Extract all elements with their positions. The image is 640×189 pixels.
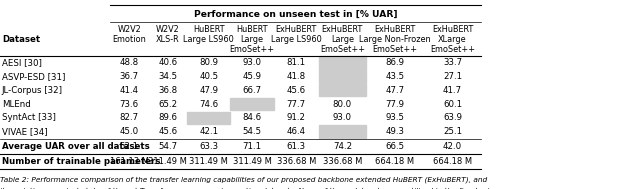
- Text: JL-Corpus [32]: JL-Corpus [32]: [2, 86, 63, 95]
- Text: 93.7: 93.7: [198, 113, 220, 122]
- Text: 54.7: 54.7: [158, 142, 177, 151]
- Text: MLEnd: MLEnd: [2, 100, 31, 108]
- Text: Large: Large: [241, 35, 264, 44]
- Text: 25.1: 25.1: [443, 127, 462, 136]
- Text: 311.49 M: 311.49 M: [148, 157, 187, 166]
- Text: W2V2: W2V2: [117, 25, 141, 34]
- Text: 42.1: 42.1: [199, 127, 218, 136]
- Text: EmoSet++: EmoSet++: [430, 45, 475, 54]
- Text: 84.6: 84.6: [243, 113, 262, 122]
- Text: 71.1: 71.1: [243, 142, 262, 151]
- Text: 46.4: 46.4: [287, 127, 306, 136]
- Text: 336.68 M: 336.68 M: [276, 157, 316, 166]
- Text: 34.5: 34.5: [158, 72, 177, 81]
- Text: Table 2: Performance comparison of the transfer learning capabilities of our pro: Table 2: Performance comparison of the t…: [0, 176, 487, 183]
- Text: 49.3: 49.3: [385, 127, 404, 136]
- Text: 93.0: 93.0: [243, 58, 262, 67]
- Text: 27.1: 27.1: [443, 72, 462, 81]
- Text: 41.4: 41.4: [120, 86, 139, 95]
- Text: 45.9: 45.9: [243, 72, 262, 81]
- Text: 66.7: 66.7: [243, 86, 262, 95]
- Text: VIVAE [34]: VIVAE [34]: [2, 127, 47, 136]
- Text: 91.2: 91.2: [287, 113, 306, 122]
- Text: 58.2: 58.2: [332, 127, 353, 136]
- Text: 66.5: 66.5: [385, 142, 404, 151]
- Text: 45.6: 45.6: [287, 86, 306, 95]
- Text: AESI [30]: AESI [30]: [2, 58, 42, 67]
- Text: XLS-R: XLS-R: [156, 35, 179, 44]
- Text: 45.0: 45.0: [120, 127, 139, 136]
- Text: Large LS960: Large LS960: [183, 35, 234, 44]
- Text: 36.8: 36.8: [158, 86, 177, 95]
- Text: Performance on unseen test in [% UAR]: Performance on unseen test in [% UAR]: [194, 10, 397, 19]
- Text: 80.9: 80.9: [199, 58, 218, 67]
- Text: HuBERT: HuBERT: [193, 25, 225, 34]
- Text: SyntAct [33]: SyntAct [33]: [2, 113, 56, 122]
- Text: 93.5: 93.5: [385, 113, 404, 122]
- Text: Average UAR over all datasets: Average UAR over all datasets: [2, 142, 150, 151]
- Text: EmoSet++: EmoSet++: [372, 45, 417, 54]
- Text: W2V2: W2V2: [156, 25, 180, 34]
- Text: 86.9: 86.9: [385, 58, 404, 67]
- Text: 81.1: 81.1: [287, 58, 306, 67]
- Text: 36.7: 36.7: [120, 72, 139, 81]
- Text: 664.18 M: 664.18 M: [433, 157, 472, 166]
- Text: 161.13 M: 161.13 M: [110, 157, 148, 166]
- Text: Large Non-Frozen: Large Non-Frozen: [359, 35, 431, 44]
- Text: Large LS960: Large LS960: [271, 35, 322, 44]
- Text: 40.5: 40.5: [199, 72, 218, 81]
- Text: ASVP-ESD [31]: ASVP-ESD [31]: [2, 72, 65, 81]
- Text: 47.9: 47.9: [199, 86, 218, 95]
- Text: 77.7: 77.7: [287, 100, 306, 108]
- Text: 54.5: 54.5: [243, 127, 262, 136]
- Text: 47.7: 47.7: [385, 86, 404, 95]
- Text: EmoSet++: EmoSet++: [230, 45, 275, 54]
- Text: HuBERT: HuBERT: [236, 25, 268, 34]
- Text: 41.7: 41.7: [443, 86, 462, 95]
- Text: 77.9: 77.9: [385, 100, 404, 108]
- Text: 51.4: 51.4: [332, 72, 353, 81]
- Text: 52.1: 52.1: [120, 142, 139, 151]
- Text: Dataset: Dataset: [2, 35, 40, 44]
- Text: 45.6: 45.6: [158, 127, 177, 136]
- Text: 67.7: 67.7: [332, 86, 353, 95]
- Text: 89.6: 89.6: [158, 113, 177, 122]
- Text: 80.0: 80.0: [333, 100, 352, 108]
- Text: 43.5: 43.5: [385, 72, 404, 81]
- Text: 33.7: 33.7: [443, 58, 462, 67]
- Text: 73.6: 73.6: [120, 100, 139, 108]
- Text: 81.4: 81.4: [241, 100, 263, 108]
- Text: 336.68 M: 336.68 M: [323, 157, 362, 166]
- Text: 42.0: 42.0: [443, 142, 462, 151]
- Text: 65.2: 65.2: [158, 100, 177, 108]
- Text: 60.1: 60.1: [443, 100, 462, 108]
- Text: 61.3: 61.3: [287, 142, 306, 151]
- Text: 94.7: 94.7: [332, 58, 353, 67]
- Text: ExHuBERT: ExHuBERT: [432, 25, 473, 34]
- Text: 82.7: 82.7: [120, 113, 139, 122]
- Text: EmoSet++: EmoSet++: [320, 45, 365, 54]
- Text: ExHuBERT: ExHuBERT: [322, 25, 363, 34]
- Text: 311.49 M: 311.49 M: [189, 157, 228, 166]
- Text: 664.18 M: 664.18 M: [375, 157, 415, 166]
- Text: ExHuBERT: ExHuBERT: [276, 25, 317, 34]
- Text: 74.6: 74.6: [199, 100, 218, 108]
- Text: Number of trainable parameters: Number of trainable parameters: [2, 157, 161, 166]
- Text: 93.0: 93.0: [333, 113, 352, 122]
- Text: 41.8: 41.8: [287, 72, 306, 81]
- Text: 63.9: 63.9: [443, 113, 462, 122]
- Text: its variations, against state-of-the-art Transformers across six emotion dataset: its variations, against state-of-the-art…: [0, 188, 499, 189]
- Text: 48.8: 48.8: [120, 58, 139, 67]
- Text: Large: Large: [331, 35, 354, 44]
- Text: 63.3: 63.3: [199, 142, 218, 151]
- Text: 311.49 M: 311.49 M: [233, 157, 271, 166]
- Text: ExHuBERT: ExHuBERT: [374, 25, 415, 34]
- Text: 74.2: 74.2: [333, 142, 352, 151]
- Text: Emotion: Emotion: [113, 35, 146, 44]
- Text: 40.6: 40.6: [158, 58, 177, 67]
- Text: XLarge: XLarge: [438, 35, 467, 44]
